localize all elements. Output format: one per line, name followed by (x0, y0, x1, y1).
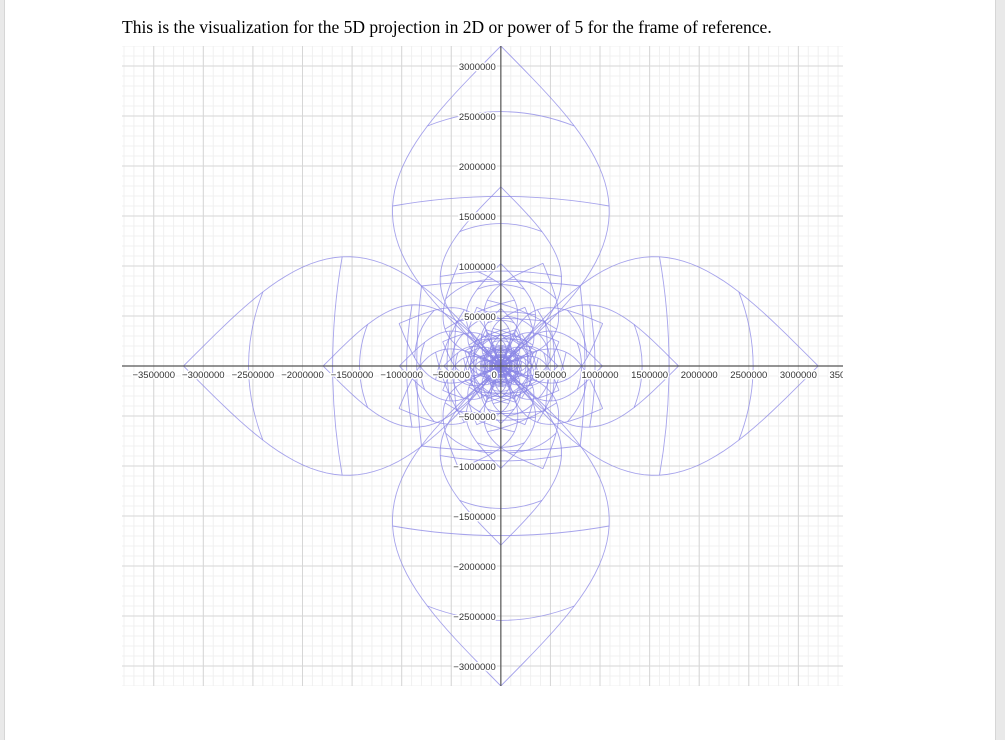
y-tick-label: 1500000 (459, 212, 496, 223)
spoke-curve (469, 404, 497, 417)
spoke-curve (536, 309, 567, 380)
spoke-curve (505, 315, 533, 328)
spoke-curve (538, 370, 551, 399)
x-tick-label: −1000000 (380, 370, 423, 381)
y-tick-label: 2000000 (459, 162, 496, 173)
x-tick-label: 500000 (535, 370, 567, 381)
spoke-curve (521, 358, 539, 399)
graph-figure: −3500000 −3000000 −2500000 −2000000 −1500000… (122, 46, 843, 686)
spoke-curve (507, 366, 510, 372)
spoke-curve (445, 278, 493, 300)
petal-curve (500, 359, 512, 367)
spoke-curve (508, 278, 557, 300)
x-tick-label: −1500000 (331, 370, 374, 381)
spoke-curve (445, 432, 493, 454)
spoke-curve (451, 370, 464, 399)
spoke-curve (491, 360, 495, 366)
spoke-curve (444, 299, 515, 330)
spoke-curve (567, 374, 588, 422)
y-tick-label: 1000000 (459, 262, 496, 273)
spoke-curve (468, 386, 509, 405)
spoke-curve (507, 360, 510, 366)
spoke-curve (512, 361, 523, 385)
y-tick-label: 2500000 (459, 112, 496, 123)
spoke-curve (482, 377, 506, 388)
x-tick-label: −3000000 (182, 370, 225, 381)
spoke-curve (414, 374, 435, 422)
y-tick-label: 3000000 (459, 62, 496, 73)
y-tick-label: 500000 (464, 312, 496, 323)
spoke-curve (444, 402, 515, 433)
spoke-curve (479, 347, 490, 371)
spoke-curve (501, 357, 507, 360)
x-tick-label: 3500000 (829, 370, 843, 381)
spoke-curve (487, 299, 557, 330)
x-tick-label: 1500000 (631, 370, 668, 381)
spoke-curve (495, 372, 501, 375)
spoke-curve (482, 344, 506, 355)
spoke-curve (495, 359, 503, 363)
spoke-curve (538, 333, 551, 362)
spoke-curve (435, 309, 465, 380)
x-tick-label: 2000000 (681, 370, 718, 381)
spoke-curve (492, 386, 533, 405)
spoke-curve (508, 432, 557, 454)
spoke-curve (468, 327, 509, 346)
spoke-curve (469, 315, 497, 328)
spoke-curve (567, 310, 588, 358)
spoke-curve (487, 402, 557, 433)
petal-curve (490, 365, 502, 373)
spoke-curve (451, 333, 464, 362)
spoke-curve (414, 310, 435, 358)
spoke-curve (504, 360, 508, 368)
spoke-curve (492, 327, 533, 346)
origin-label: 0 (492, 370, 497, 381)
curve-group (183, 46, 819, 686)
spoke-curve (495, 357, 501, 360)
spoke-curve (521, 333, 539, 374)
spoke-curve (505, 404, 533, 417)
spoke-curve (512, 347, 523, 371)
x-tick-label: −2000000 (281, 370, 324, 381)
spoke-curve (493, 364, 498, 372)
spoke-curve (499, 369, 507, 373)
graph-svg: −3500000 −3000000 −2500000 −2000000 −1500000… (122, 46, 843, 686)
document-page: This is the visualization for the 5D pro… (5, 0, 995, 740)
spoke-curve (501, 372, 507, 375)
spoke-curve (496, 344, 520, 355)
spoke-curve (463, 358, 481, 399)
x-tick-label: −3500000 (132, 370, 175, 381)
y-tick-label: −1000000 (453, 462, 496, 473)
x-tick-label: 2500000 (730, 370, 767, 381)
spoke-curve (479, 361, 490, 385)
spoke-curve (491, 366, 495, 372)
spoke-curve (536, 352, 567, 423)
x-tick-label: −2500000 (232, 370, 275, 381)
spoke-curve (463, 333, 481, 374)
x-tick-label: 3000000 (780, 370, 817, 381)
y-tick-label: −2000000 (453, 562, 496, 573)
y-tick-label: −500000 (459, 412, 496, 423)
x-tick-label: 1000000 (582, 370, 619, 381)
document-caption: This is the visualization for the 5D pro… (122, 17, 772, 37)
y-tick-label: −3000000 (453, 662, 496, 673)
x-tick-label: −500000 (433, 370, 470, 381)
spoke-curve (496, 377, 520, 388)
y-tick-label: −1500000 (453, 512, 496, 523)
y-tick-label: −2500000 (453, 612, 496, 623)
spoke-curve (435, 352, 465, 423)
spoke-curve (496, 364, 500, 370)
